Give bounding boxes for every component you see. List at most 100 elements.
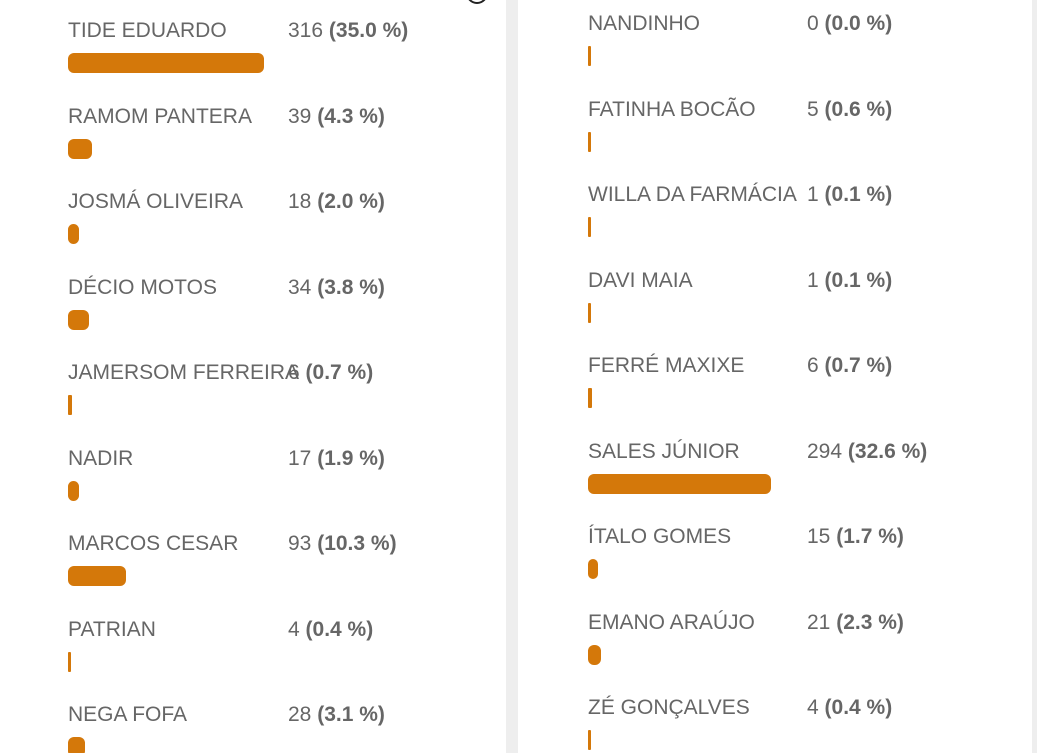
candidate-result-item: NADIR 17 (1.9 %) bbox=[68, 445, 448, 505]
candidate-name: PATRIAN bbox=[68, 617, 156, 641]
vote-percent: (0.7 %) bbox=[824, 354, 893, 377]
poll-results-left-column: TIDE EDUARDO 316 (35.0 %) RAMOM PANTERA 39 … bbox=[0, 0, 506, 753]
candidate-result-item: FATINHA BOCÃO 5 (0.6 %) bbox=[588, 96, 967, 156]
candidate-name: ÍTALO GOMES bbox=[588, 525, 732, 548]
vote-count: 17 bbox=[288, 446, 312, 470]
vote-percent: (3.1 %) bbox=[317, 703, 385, 726]
candidate-result-item: FERRÉ MAXIXE 6 (0.7 %) bbox=[588, 352, 967, 412]
candidate-name: ZÉ GONÇALVES bbox=[588, 696, 750, 719]
vote-percent: (0.4 %) bbox=[824, 696, 893, 719]
candidate-name: TIDE EDUARDO bbox=[68, 19, 227, 42]
vote-count: 4 bbox=[288, 617, 300, 641]
vote-count: 39 bbox=[288, 104, 312, 128]
candidate-stats: 18 (2.0 %) bbox=[288, 188, 385, 216]
vote-count: 1 bbox=[807, 183, 819, 206]
candidate-stats: 17 (1.9 %) bbox=[288, 445, 385, 473]
candidate-result-item: DAVI MAIA 1 (0.1 %) bbox=[588, 267, 967, 327]
candidate-stats: 1 (0.1 %) bbox=[807, 181, 892, 209]
vote-count: 316 bbox=[288, 19, 324, 42]
vote-share-bar bbox=[588, 217, 591, 237]
candidate-name: NADIR bbox=[68, 446, 134, 470]
candidate-name: JAMERSOM FERREIRA bbox=[68, 361, 300, 384]
candidate-name: RAMOM PANTERA bbox=[68, 104, 252, 128]
vote-share-bar bbox=[588, 730, 591, 750]
vote-percent: (2.0 %) bbox=[317, 190, 385, 213]
candidate-stats: 93 (10.3 %) bbox=[288, 530, 397, 558]
candidate-result-item: NEGA FOFA 28 (3.1 %) bbox=[68, 701, 448, 753]
candidate-name: NANDINHO bbox=[588, 12, 701, 35]
candidate-result-item: ÍTALO GOMES 15 (1.7 %) bbox=[588, 523, 967, 583]
candidate-stats: 6 (0.7 %) bbox=[288, 359, 373, 387]
candidate-result-item: EMANO ARAÚJO 21 (2.3 %) bbox=[588, 609, 967, 669]
candidate-stats: 5 (0.6 %) bbox=[807, 96, 892, 124]
vote-count: 6 bbox=[807, 354, 819, 377]
candidate-name: DÉCIO MOTOS bbox=[68, 275, 217, 299]
vote-share-bar bbox=[68, 480, 79, 501]
vote-share-bar bbox=[588, 473, 771, 494]
vote-percent: (4.3 %) bbox=[317, 104, 385, 128]
candidate-stats: 4 (0.4 %) bbox=[807, 694, 892, 722]
candidate-result-item: PATRIAN 4 (0.4 %) bbox=[68, 616, 448, 676]
vote-share-bar bbox=[588, 559, 598, 579]
candidate-name: WILLA DA FARMÁCIA bbox=[588, 183, 797, 206]
candidate-stats: 0 (0.0 %) bbox=[807, 10, 892, 38]
vote-count: 6 bbox=[288, 361, 300, 384]
vote-percent: (0.4 %) bbox=[305, 617, 374, 641]
vote-percent: (0.0 %) bbox=[824, 12, 893, 35]
candidate-stats: 294 (32.6 %) bbox=[807, 438, 927, 466]
candidate-result-item: DÉCIO MOTOS 34 (3.8 %) bbox=[68, 274, 448, 334]
vote-share-bar bbox=[68, 566, 126, 586]
candidate-result-item: TIDE EDUARDO 316 (35.0 %) bbox=[68, 17, 448, 77]
candidate-stats: 28 (3.1 %) bbox=[288, 701, 385, 729]
vote-percent: (0.1 %) bbox=[824, 183, 893, 206]
vote-share-bar bbox=[68, 395, 72, 415]
candidate-name: DAVI MAIA bbox=[588, 268, 693, 292]
candidate-name: NEGA FOFA bbox=[68, 703, 188, 726]
candidate-stats: 15 (1.7 %) bbox=[807, 523, 904, 551]
candidate-stats: 6 (0.7 %) bbox=[807, 352, 892, 380]
poll-results-right-column: NANDINHO 0 (0.0 %) FATINHA BOCÃO 5 (0.6 %) W… bbox=[518, 0, 1032, 753]
vote-share-bar bbox=[588, 131, 592, 152]
candidate-name: MARCOS CESAR bbox=[68, 532, 239, 555]
candidate-name: SALES JÚNIOR bbox=[588, 439, 740, 463]
vote-share-bar bbox=[68, 138, 93, 159]
candidate-result-item: JAMERSOM FERREIRA 6 (0.7 %) bbox=[68, 359, 448, 419]
candidate-stats: 4 (0.4 %) bbox=[288, 616, 373, 644]
vote-count: 5 bbox=[807, 97, 819, 121]
vote-percent: (1.9 %) bbox=[317, 446, 385, 470]
candidate-name: FERRÉ MAXIXE bbox=[588, 354, 745, 377]
candidate-result-item: RAMOM PANTERA 39 (4.3 %) bbox=[68, 103, 448, 163]
vote-percent: (32.6 %) bbox=[847, 439, 928, 463]
vote-count: 1 bbox=[807, 268, 819, 292]
vote-percent: (3.8 %) bbox=[317, 275, 385, 299]
vote-count: 28 bbox=[288, 703, 312, 726]
vote-count: 93 bbox=[288, 532, 312, 555]
vote-count: 34 bbox=[288, 275, 312, 299]
vote-percent: (0.1 %) bbox=[824, 268, 893, 292]
vote-count: 18 bbox=[288, 190, 312, 213]
vote-share-bar bbox=[588, 644, 601, 665]
candidate-name: EMANO ARAÚJO bbox=[588, 610, 755, 634]
candidate-result-item: SALES JÚNIOR 294 (32.6 %) bbox=[588, 438, 967, 498]
vote-share-bar bbox=[68, 53, 264, 73]
candidate-stats: 21 (2.3 %) bbox=[807, 609, 904, 637]
candidate-name: FATINHA BOCÃO bbox=[588, 97, 756, 121]
candidate-result-item: MARCOS CESAR 93 (10.3 %) bbox=[68, 530, 448, 590]
candidate-result-item: JOSMÁ OLIVEIRA 18 (2.0 %) bbox=[68, 188, 448, 248]
vote-count: 294 bbox=[807, 439, 843, 463]
candidate-result-item: ZÉ GONÇALVES 4 (0.4 %) bbox=[588, 694, 967, 753]
vote-count: 15 bbox=[807, 525, 831, 548]
vote-percent: (0.6 %) bbox=[824, 97, 893, 121]
candidate-result-item: WILLA DA FARMÁCIA 1 (0.1 %) bbox=[588, 181, 967, 241]
candidate-stats: 34 (3.8 %) bbox=[288, 274, 385, 302]
candidate-stats: 316 (35.0 %) bbox=[288, 17, 408, 45]
vote-percent: (2.3 %) bbox=[836, 610, 904, 634]
vote-share-bar bbox=[68, 737, 86, 753]
vote-share-bar bbox=[68, 309, 90, 330]
vote-percent: (10.3 %) bbox=[317, 532, 397, 555]
vote-percent: (0.7 %) bbox=[305, 361, 374, 384]
vote-share-bar bbox=[68, 651, 71, 672]
candidate-name: JOSMÁ OLIVEIRA bbox=[68, 190, 244, 213]
circle-icon[interactable] bbox=[466, 0, 488, 4]
candidate-stats: 1 (0.1 %) bbox=[807, 267, 892, 295]
